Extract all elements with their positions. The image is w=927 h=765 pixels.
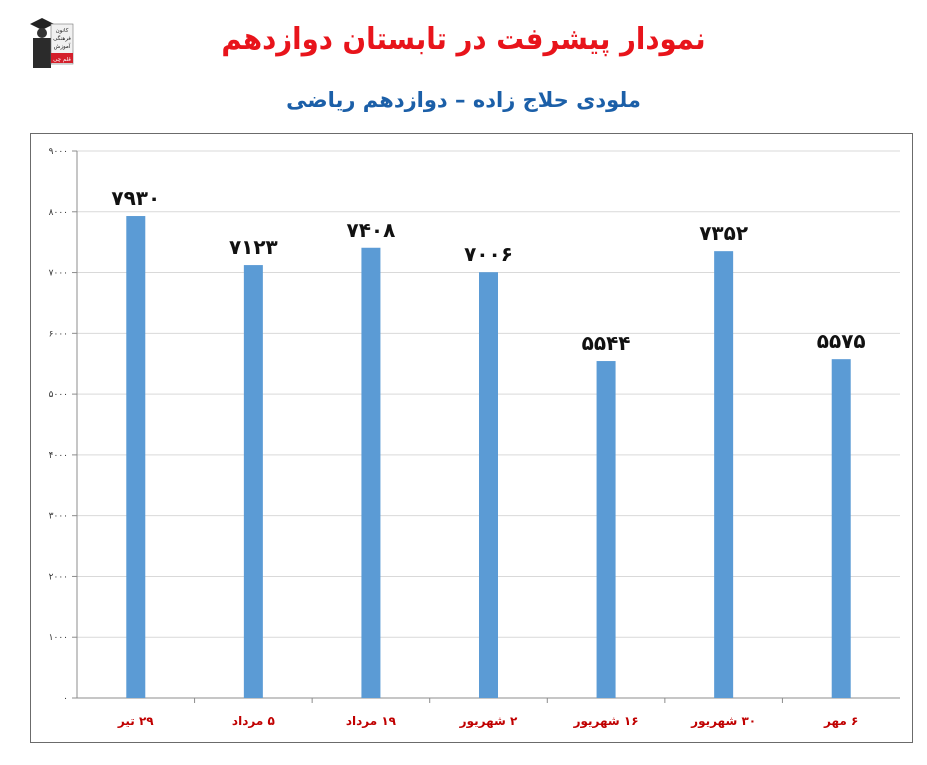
logo-line-4: قلم چی xyxy=(53,57,71,63)
x-category-label: ۱۶ شهریور xyxy=(573,714,639,729)
logo: کانون فرهنگی آموزش قلم چی xyxy=(28,14,74,70)
bar xyxy=(596,361,616,698)
graduate-figure-icon: کانون فرهنگی آموزش قلم چی xyxy=(30,18,74,68)
x-category-label: ۶ مهر xyxy=(823,714,858,728)
bar-data-label: ۷۹۳۰ xyxy=(111,186,160,210)
logo-line-2: فرهنگی xyxy=(53,35,71,42)
bar-data-label: ۵۵۷۵ xyxy=(817,329,866,353)
y-tick-label: ۰ xyxy=(63,694,68,704)
bar-data-label: ۷۱۲۳ xyxy=(229,235,278,259)
x-category-label: ۳۰ شهریور xyxy=(690,714,756,729)
bar xyxy=(714,251,734,698)
y-tick-label: ۶۰۰۰ xyxy=(49,329,68,339)
y-tick-label: ۱۰۰۰ xyxy=(49,633,68,643)
page-subtitle: ملودی حلاج زاده – دوازدهم ریاضی xyxy=(286,88,641,112)
bar xyxy=(126,216,146,698)
bar-data-label: ۵۵۴۴ xyxy=(582,331,631,355)
x-category-label: ۵ مرداد xyxy=(232,714,275,728)
bar xyxy=(243,265,263,698)
y-tick-label: ۵۰۰۰ xyxy=(49,390,68,400)
y-tick-label: ۴۰۰۰ xyxy=(49,451,68,461)
logo-line-3: آموزش xyxy=(54,43,71,50)
page-title: نمودار پیشرفت در تابستان دوازدهم xyxy=(221,22,706,57)
bar xyxy=(831,359,851,698)
bar-data-label: ۷۴۰۸ xyxy=(347,218,396,242)
y-tick-label: ۹۰۰۰ xyxy=(49,147,68,157)
bar xyxy=(361,247,381,698)
bar xyxy=(479,272,498,698)
y-tick-label: ۸۰۰۰ xyxy=(49,208,68,218)
chart-frame xyxy=(30,133,913,743)
y-tick-label: ۲۰۰۰ xyxy=(49,572,68,582)
x-category-label: ۲۹ تیر xyxy=(117,714,154,728)
bar-data-label: ۷۳۵۲ xyxy=(699,221,748,245)
y-tick-label: ۷۰۰۰ xyxy=(49,269,68,279)
x-category-label: ۱۹ مرداد xyxy=(346,714,397,728)
x-category-label: ۲ شهریور xyxy=(459,714,518,729)
bar-data-label: ۷۰۰۶ xyxy=(464,242,513,266)
y-tick-label: ۳۰۰۰ xyxy=(49,512,68,522)
logo-line-1: کانون xyxy=(56,27,69,34)
